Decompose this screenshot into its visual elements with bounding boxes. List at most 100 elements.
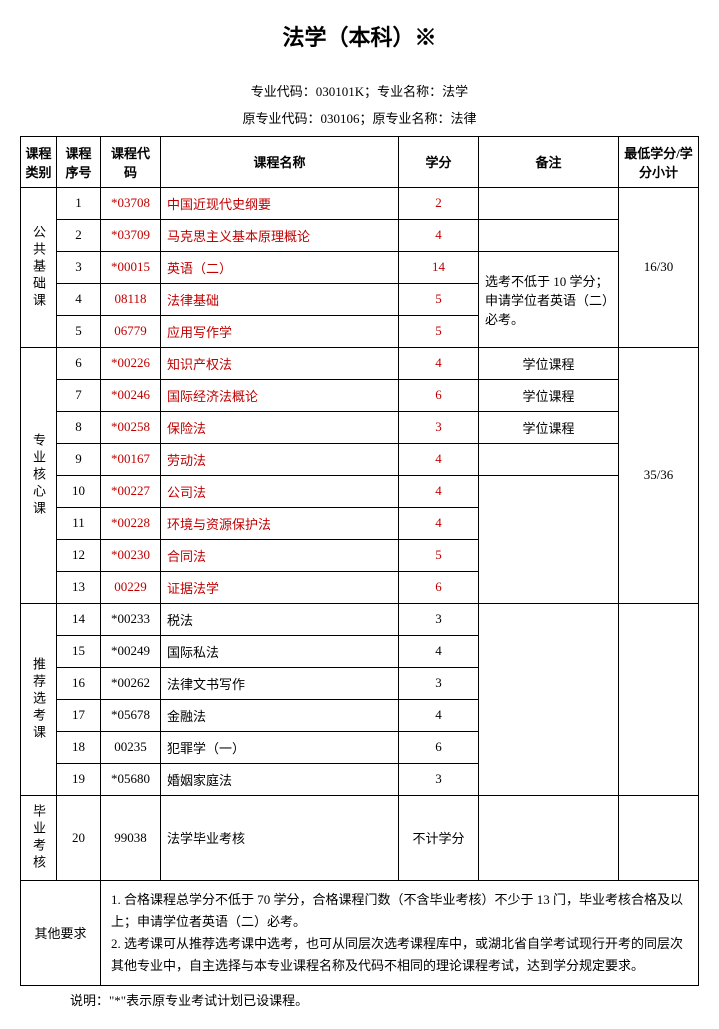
seq-cell: 17	[57, 699, 101, 731]
name-cell: 证据法学	[161, 571, 399, 603]
remark-cell: 学位课程	[479, 379, 619, 411]
name-cell: 税法	[161, 603, 399, 635]
other-req-text: 1. 合格课程总学分不低于 70 学分，合格课程门数（不含毕业考核）不少于 13…	[101, 880, 699, 985]
name-cell: 公司法	[161, 475, 399, 507]
page-title: 法学（本科）※	[20, 20, 699, 52]
min-credit-cell	[619, 795, 699, 880]
table-row: 毕业考核2099038法学毕业考核不计学分	[21, 795, 699, 880]
code-cell: *00246	[101, 379, 161, 411]
seq-cell: 16	[57, 667, 101, 699]
name-cell: 劳动法	[161, 443, 399, 475]
name-cell: 国际私法	[161, 635, 399, 667]
col-category: 课程类别	[21, 136, 57, 187]
name-cell: 法学毕业考核	[161, 795, 399, 880]
credit-cell: 4	[399, 635, 479, 667]
seq-cell: 10	[57, 475, 101, 507]
name-cell: 环境与资源保护法	[161, 507, 399, 539]
seq-cell: 19	[57, 763, 101, 795]
table-row: 2*03709马克思主义基本原理概论4	[21, 219, 699, 251]
col-code: 课程代码	[101, 136, 161, 187]
category-cell: 毕业考核	[21, 795, 57, 880]
seq-cell: 3	[57, 251, 101, 283]
min-credit-cell: 35/36	[619, 347, 699, 603]
table-row: 推荐选考课14*00233税法3	[21, 603, 699, 635]
code-cell: *00258	[101, 411, 161, 443]
table-row: 9*00167劳动法4	[21, 443, 699, 475]
seq-cell: 14	[57, 603, 101, 635]
code-cell: *05680	[101, 763, 161, 795]
code-cell: *00167	[101, 443, 161, 475]
other-requirements-row: 其他要求1. 合格课程总学分不低于 70 学分，合格课程门数（不含毕业考核）不少…	[21, 880, 699, 985]
credit-cell: 6	[399, 571, 479, 603]
code-cell: 08118	[101, 283, 161, 315]
subtitle-line-1: 专业代码：030101K；专业名称：法学	[20, 82, 699, 103]
seq-cell: 20	[57, 795, 101, 880]
col-seq: 课程序号	[57, 136, 101, 187]
seq-cell: 9	[57, 443, 101, 475]
code-cell: 00235	[101, 731, 161, 763]
category-cell: 公共基础课	[21, 187, 57, 347]
credit-cell: 3	[399, 763, 479, 795]
seq-cell: 2	[57, 219, 101, 251]
credit-cell: 4	[399, 219, 479, 251]
code-cell: *00262	[101, 667, 161, 699]
seq-cell: 5	[57, 315, 101, 347]
code-cell: *00233	[101, 603, 161, 635]
table-row: 专业核心课6*00226知识产权法4学位课程35/36	[21, 347, 699, 379]
category-cell: 推荐选考课	[21, 603, 57, 795]
seq-cell: 13	[57, 571, 101, 603]
credit-cell: 4	[399, 443, 479, 475]
credit-cell: 4	[399, 347, 479, 379]
seq-cell: 6	[57, 347, 101, 379]
name-cell: 婚姻家庭法	[161, 763, 399, 795]
col-min: 最低学分/学分小计	[619, 136, 699, 187]
col-remark: 备注	[479, 136, 619, 187]
min-credit-cell: 16/30	[619, 187, 699, 347]
credit-cell: 6	[399, 379, 479, 411]
other-req-label: 其他要求	[21, 880, 101, 985]
name-cell: 法律文书写作	[161, 667, 399, 699]
subtitle-line-2: 原专业代码：030106；原专业名称：法律	[20, 109, 699, 130]
seq-cell: 1	[57, 187, 101, 219]
credit-cell: 3	[399, 603, 479, 635]
code-cell: *03709	[101, 219, 161, 251]
remark-cell	[479, 475, 619, 603]
seq-cell: 7	[57, 379, 101, 411]
code-cell: *03708	[101, 187, 161, 219]
remark-cell	[479, 187, 619, 219]
remark-cell: 学位课程	[479, 411, 619, 443]
col-name: 课程名称	[161, 136, 399, 187]
remark-cell	[479, 603, 619, 795]
seq-cell: 11	[57, 507, 101, 539]
code-cell: 06779	[101, 315, 161, 347]
table-row: 10*00227公司法4	[21, 475, 699, 507]
credit-cell: 6	[399, 731, 479, 763]
name-cell: 英语（二）	[161, 251, 399, 283]
seq-cell: 12	[57, 539, 101, 571]
seq-cell: 8	[57, 411, 101, 443]
code-cell: *00228	[101, 507, 161, 539]
seq-cell: 4	[57, 283, 101, 315]
table-row: 7*00246国际经济法概论6学位课程	[21, 379, 699, 411]
remark-cell: 学位课程	[479, 347, 619, 379]
code-cell: *00249	[101, 635, 161, 667]
name-cell: 国际经济法概论	[161, 379, 399, 411]
name-cell: 中国近现代史纲要	[161, 187, 399, 219]
credit-cell: 5	[399, 283, 479, 315]
category-cell: 专业核心课	[21, 347, 57, 603]
remark-block: 选考不低于 10 学分；申请学位者英语（二）必考。	[479, 251, 619, 347]
table-row: 8*00258保险法3学位课程	[21, 411, 699, 443]
footer-note: 说明："*"表示原专业考试计划已设课程。	[20, 990, 699, 1009]
code-cell: 00229	[101, 571, 161, 603]
credit-cell: 4	[399, 699, 479, 731]
credit-cell: 不计学分	[399, 795, 479, 880]
table-row: 3*00015英语（二）14选考不低于 10 学分；申请学位者英语（二）必考。	[21, 251, 699, 283]
name-cell: 犯罪学（一）	[161, 731, 399, 763]
credit-cell: 5	[399, 539, 479, 571]
credit-cell: 14	[399, 251, 479, 283]
name-cell: 法律基础	[161, 283, 399, 315]
code-cell: 99038	[101, 795, 161, 880]
credit-cell: 5	[399, 315, 479, 347]
name-cell: 应用写作学	[161, 315, 399, 347]
code-cell: *00015	[101, 251, 161, 283]
